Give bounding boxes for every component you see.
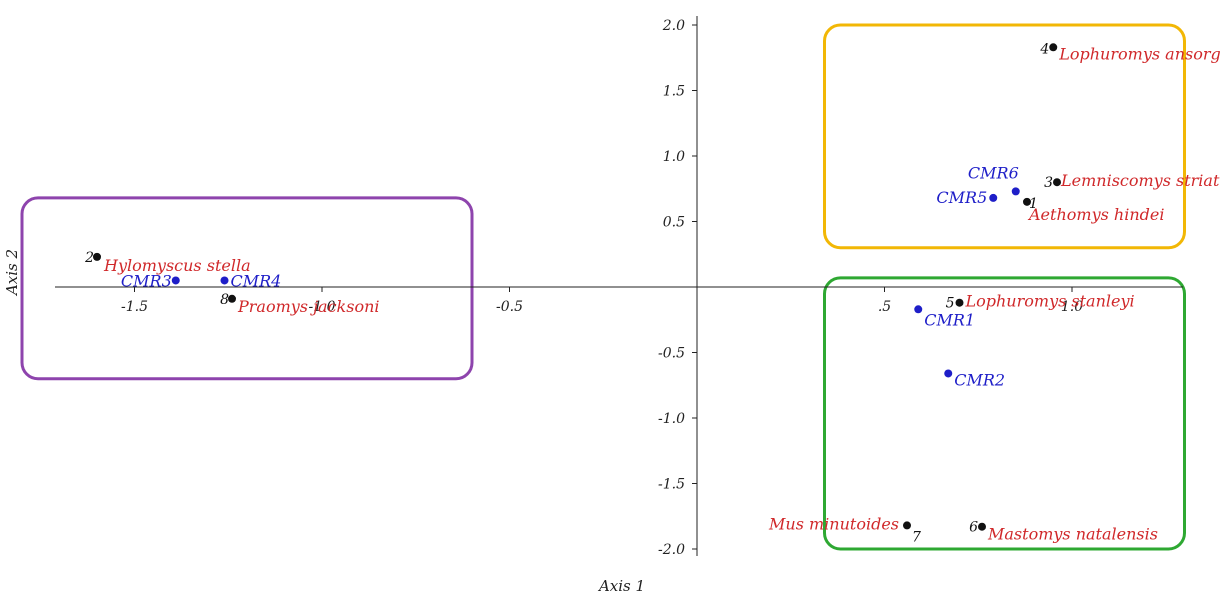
site-point-cmr3 [171,276,180,285]
species-label-1: Aethomys hindei [1027,205,1164,224]
site-point-cmr5 [989,193,998,202]
site-label-cmr6: CMR6 [968,163,1019,182]
site-label-cmr2: CMR2 [954,370,1005,389]
site-label-cmr5: CMR5 [936,188,987,207]
y-tick-label: 0.5 [663,215,685,231]
species-label-8: Praomys jacksoni [237,297,380,316]
x-tick-label: 1.0 [1061,299,1083,315]
x-tick-label: -1.5 [121,299,148,315]
y-tick-label: -2.0 [658,542,685,558]
species-point-3 [1053,178,1061,187]
group-box-2 [823,23,1186,250]
species-point-1 [1023,197,1031,206]
site-point-cmr1 [914,305,923,314]
species-point-4 [1049,43,1058,52]
group-box-1 [20,196,474,381]
tick-marks: -1.5 -1.0 -0.5 .5 1.0 2.0 1.5 1.0 0.5 -0.5 -1.0 -1.… [121,18,1083,558]
species-label-7: Mus minutoides [768,514,899,533]
y-tick-label: 2.0 [662,18,685,34]
species-point-6 [978,522,986,531]
species-label-3: Lemniscomys striatus [1060,171,1220,190]
species-label-5: Lophuromys stanleyi [965,292,1135,311]
species-point-8 [228,294,236,303]
species-number-4: 4 [1039,41,1049,57]
y-tick-label: -1.5 [658,477,685,493]
y-tick-label: 1.0 [663,149,685,165]
x-tick-label: .5 [878,299,891,315]
species-number-7: 7 [912,529,921,545]
site-label-cmr3: CMR3 [121,271,172,290]
species-number-2: 2 [84,250,94,266]
x-tick-label: -1.0 [309,299,336,315]
species-label-4: Lophuromys ansorgei [1058,44,1220,63]
site-point-cmr2 [944,369,953,378]
site-label-cmr4: CMR4 [231,271,282,290]
species-number-3: 3 [1044,175,1053,191]
species-number-6: 6 [969,520,978,536]
y-axis-title: Axis 2 [3,249,21,297]
y-tick-label: -1.0 [658,411,685,427]
axes [55,16,1183,556]
species-point-7 [903,521,911,530]
group-boxes [20,23,1186,551]
site-label-cmr1: CMR1 [924,310,975,329]
y-tick-label: -0.5 [658,346,685,362]
site-point-cmr6 [1011,187,1020,196]
species-number-5: 5 [946,296,955,312]
x-tick-label: -0.5 [496,299,523,315]
species-label-2: Hylomyscus stella [103,256,251,275]
species-point-2 [93,252,101,261]
site-point-cmr4 [220,276,229,285]
species-number-1: 1 [1029,196,1038,212]
y-tick-label: 1.5 [663,84,685,100]
group-box-3 [823,276,1186,551]
species-label-6: Mastomys natalensis [987,525,1158,544]
x-axis-title: Axis 1 [597,577,645,594]
species-point-5 [955,298,964,307]
species-number-8: 8 [220,292,229,308]
